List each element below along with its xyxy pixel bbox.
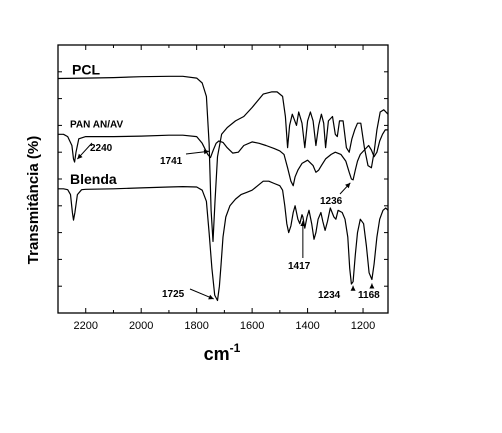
peak-arrow-head <box>208 294 214 300</box>
x-tick-label: 1600 <box>240 320 264 332</box>
peak-arrow-head <box>77 153 83 160</box>
series-label: PAN AN/AV <box>70 119 123 130</box>
x-tick-label: 1200 <box>351 320 375 332</box>
peak-arrow-head <box>203 149 210 155</box>
series-line-0 <box>57 75 389 243</box>
peak-label: 1168 <box>358 290 380 301</box>
x-tick-label: 1400 <box>295 320 319 332</box>
peak-label: 1417 <box>288 261 311 272</box>
x-tick-label: 1800 <box>184 320 208 332</box>
peak-arrow-head <box>345 182 351 189</box>
x-tick-label: 2000 <box>129 320 153 332</box>
series-label: PCL <box>72 62 100 78</box>
x-axis-label-unit: cm <box>204 344 230 364</box>
series-labels: PCL PAN AN/AV Blenda <box>70 62 123 187</box>
x-tick-label: 2200 <box>73 320 97 332</box>
peak-annotations: 2240 1741 1236 1725 1417 1234 1168 <box>76 142 380 301</box>
series-label: Blenda <box>70 171 117 187</box>
x-axis-label-exponent: -1 <box>230 341 241 355</box>
series-line-2 <box>58 180 389 302</box>
x-axis-label: cm-1 <box>204 341 241 364</box>
peak-label: 1234 <box>318 290 341 301</box>
y-axis-label: Transmitância (%) <box>25 136 42 264</box>
peak-arrow-head <box>300 220 306 226</box>
peak-arrow-head <box>369 283 375 289</box>
y-axis-ticks <box>58 71 388 287</box>
peak-label: 1236 <box>320 196 343 207</box>
peak-label: 2240 <box>90 143 113 154</box>
peak-arrow-head <box>350 285 356 291</box>
peak-label: 1741 <box>160 156 183 167</box>
peak-label: 1725 <box>162 289 185 300</box>
series-group <box>57 75 389 302</box>
x-axis-ticks: 2200 2000 1800 1600 1400 1200 <box>73 45 375 332</box>
series-line-1 <box>58 129 388 187</box>
